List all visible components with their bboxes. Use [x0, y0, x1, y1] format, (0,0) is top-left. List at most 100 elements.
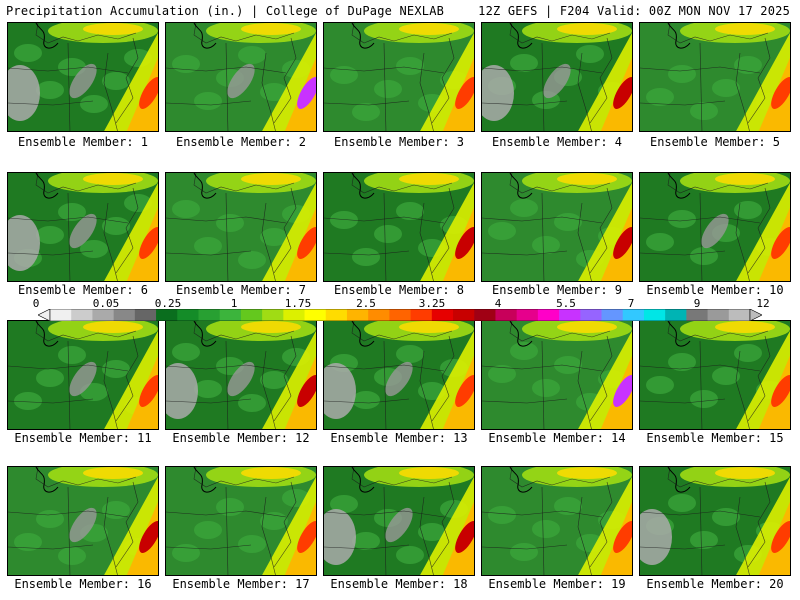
- colorbar-bin: [537, 309, 560, 321]
- northern-precip-core: [83, 321, 143, 333]
- northern-precip-core: [399, 321, 459, 333]
- state-boundary: [103, 350, 118, 429]
- great-lakes-outline: [667, 467, 691, 493]
- ensemble-member-map: [323, 466, 475, 576]
- state-boundary: [509, 321, 611, 342]
- max-precip-core: [455, 227, 474, 259]
- precip-patch: [668, 494, 696, 512]
- state-boundary: [225, 486, 229, 575]
- northern-precip-core: [399, 467, 459, 479]
- dry-region-interior: [227, 361, 255, 397]
- precip-patch: [216, 498, 244, 516]
- colorbar-bin: [325, 309, 348, 321]
- state-boundary: [383, 340, 387, 429]
- northern-precip-core: [715, 173, 775, 185]
- northern-precip-core: [557, 23, 617, 35]
- great-lakes-outline: [667, 23, 691, 49]
- state-boundary: [541, 486, 545, 575]
- max-precip-core: [297, 77, 316, 109]
- state-boundary: [324, 250, 410, 256]
- state-boundary: [351, 173, 453, 194]
- state-boundary: [225, 42, 229, 131]
- ensemble-member-caption: Ensemble Member: 15: [646, 431, 784, 445]
- dry-region-west: [8, 215, 40, 271]
- max-precip-core: [771, 227, 790, 259]
- colorbar-bin: [665, 309, 687, 321]
- precip-patch: [554, 356, 582, 374]
- precip-patch: [532, 379, 560, 397]
- state-boundary: [509, 23, 611, 44]
- state-boundary: [735, 496, 750, 575]
- state-boundary: [261, 202, 276, 281]
- dry-region-interior: [385, 507, 413, 543]
- state-boundary: [166, 398, 252, 404]
- colorbar-bin: [389, 309, 412, 321]
- state-boundary: [261, 52, 276, 131]
- precip-patch: [102, 72, 130, 90]
- colorbar-bin: [262, 309, 284, 321]
- state-boundary: [67, 486, 71, 575]
- ensemble-member-map: [481, 172, 633, 282]
- great-lakes-outline: [667, 321, 691, 347]
- great-lakes-outline: [509, 467, 533, 493]
- dry-region-west: [166, 363, 198, 419]
- colorbar-bin: [304, 309, 327, 321]
- precip-patch: [646, 88, 674, 106]
- max-precip-core: [297, 521, 316, 553]
- precip-patch: [712, 367, 740, 385]
- colorbar-tick-label: 0.25: [154, 297, 182, 310]
- precip-patch: [352, 248, 380, 266]
- ensemble-member-map: [639, 320, 791, 430]
- colorbar-tick-label: 0: [32, 297, 40, 310]
- state-boundary: [166, 216, 287, 224]
- state-boundary: [589, 481, 613, 568]
- colorbar-max-arrow: [749, 309, 762, 321]
- state-boundary: [193, 321, 295, 342]
- state-boundary: [351, 321, 453, 342]
- ensemble-member-caption: Ensemble Member: 1: [17, 135, 149, 149]
- precip-patch: [36, 226, 64, 244]
- precip-patch: [58, 346, 86, 364]
- state-boundary: [747, 335, 771, 422]
- precip-patch: [734, 201, 762, 219]
- colorbar-bin: [134, 309, 157, 321]
- state-boundary: [747, 481, 771, 568]
- precip-patch: [260, 228, 288, 246]
- colorbar-bin: [643, 309, 666, 321]
- colorbar-tick-label: 12: [756, 297, 770, 310]
- colorbar-bin: [474, 309, 496, 321]
- state-boundary: [482, 250, 568, 256]
- state-boundary: [419, 52, 434, 131]
- state-boundary: [261, 496, 276, 575]
- state-boundary: [8, 398, 94, 404]
- max-precip-core: [455, 375, 474, 407]
- great-lakes-outline: [509, 23, 533, 49]
- precip-patch: [260, 512, 288, 530]
- colorbar-bin: [219, 309, 242, 321]
- colorbar-bin: [410, 309, 433, 321]
- precip-patch: [352, 391, 380, 409]
- ensemble-member-caption: Ensemble Member: 12: [172, 431, 310, 445]
- colorbar-tick-label: 7: [627, 297, 635, 310]
- state-boundary: [8, 100, 94, 106]
- precip-patch: [330, 495, 358, 513]
- dry-region-interior: [69, 361, 97, 397]
- ensemble-member-caption: Ensemble Member: 9: [491, 283, 623, 297]
- northern-precip-core: [399, 23, 459, 35]
- northern-precip-core: [557, 173, 617, 185]
- state-boundary: [577, 52, 592, 131]
- state-boundary: [103, 496, 118, 575]
- map-title: Precipitation Accumulation (in.) | Colle…: [6, 4, 445, 18]
- great-lakes-outline: [35, 23, 59, 49]
- state-boundary: [589, 187, 613, 274]
- state-boundary: [273, 187, 297, 274]
- state-boundary: [261, 350, 276, 429]
- ensemble-member-map: [639, 172, 791, 282]
- precip-patch: [488, 222, 516, 240]
- state-boundary: [35, 173, 137, 194]
- state-boundary: [8, 364, 129, 372]
- state-boundary: [667, 173, 769, 194]
- ensemble-member-map: [323, 22, 475, 132]
- precip-patch: [238, 251, 266, 269]
- state-boundary: [747, 37, 771, 124]
